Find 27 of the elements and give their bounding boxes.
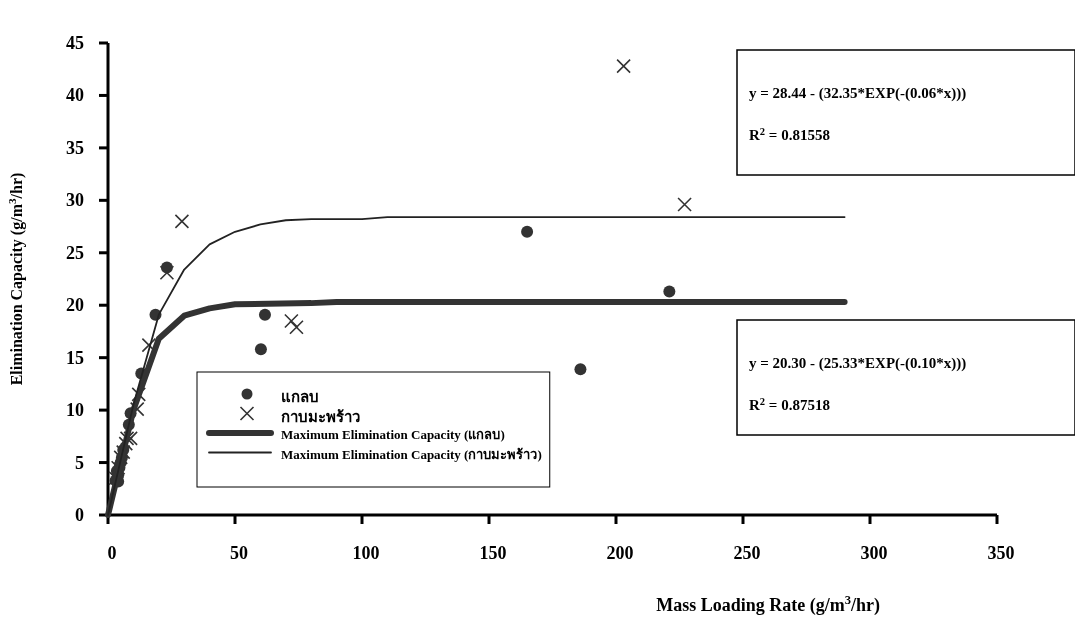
- annotation: y = 28.44 - (32.35*EXP(-(0.06*x))): [749, 85, 967, 102]
- y-tick-label: 15: [66, 347, 84, 368]
- x-tick-label: 150: [479, 543, 507, 563]
- y-tick-label: 25: [66, 242, 84, 263]
- y-tick-label: 10: [66, 400, 84, 421]
- annotation: R$^{2}$ = 0.87518: [749, 395, 830, 413]
- y-tick-label: 40: [66, 85, 84, 106]
- x-tick-label: 300: [860, 543, 888, 563]
- x-tick-label: 350: [987, 543, 1015, 563]
- legend-label: แกลบ: [281, 389, 319, 405]
- legend-label: กาบมะพร้าว: [281, 408, 360, 425]
- x-axis-title: Mass Loading Rate (g/m$^{3}$/hr): [656, 593, 880, 616]
- x-tick-label: 200: [606, 543, 634, 563]
- y-tick-label: 45: [66, 33, 84, 53]
- annotation: y = 20.30 - (25.33*EXP(-(0.10*x))): [749, 355, 967, 372]
- x-tick-label: 50: [230, 543, 248, 563]
- annotation: R$^{2}$ = 0.81558: [749, 125, 830, 143]
- y-tick-label: 5: [75, 452, 84, 473]
- y-tick-label: 35: [66, 137, 84, 158]
- x-tick-label: 250: [733, 543, 761, 563]
- y-tick-label: 20: [66, 295, 84, 316]
- legend-label: Maximum Elimination Capacity (กาบมะพร้าว): [281, 446, 542, 462]
- x-tick-label: 100: [352, 543, 380, 563]
- legend-label: Maximum Elimination Capacity (แกลบ): [281, 427, 505, 442]
- y-tick-label: 30: [66, 190, 84, 211]
- y-tick-label: 0: [75, 505, 84, 525]
- x-tick-label: 0: [107, 543, 117, 563]
